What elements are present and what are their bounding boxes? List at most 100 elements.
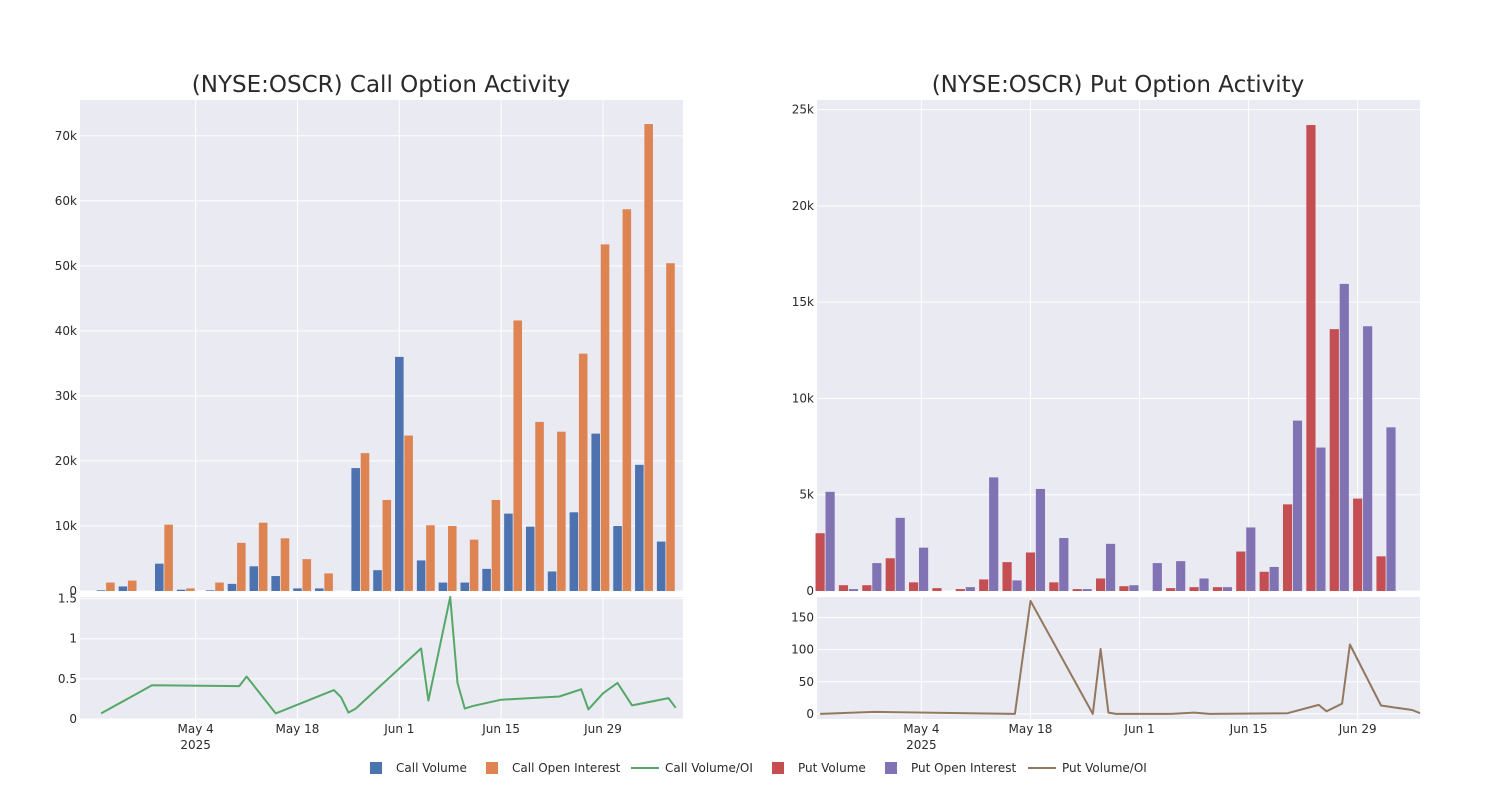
call-bar-volume xyxy=(118,586,128,591)
call-x-tick-label: Jun 29 xyxy=(583,722,622,736)
call-y-tick-label: 60k xyxy=(55,194,77,208)
put-bar-volume xyxy=(838,585,849,591)
put-y-tick-label: 5k xyxy=(799,488,814,502)
put-bar-volume xyxy=(932,588,942,591)
call-x-tick-label: Jun 15 xyxy=(481,722,520,736)
put-x-tick-label: May 18 xyxy=(1009,722,1053,736)
call-bar-open-interest xyxy=(127,580,137,591)
put-bar-open-interest xyxy=(1059,538,1069,591)
put-bar-open-interest xyxy=(1269,566,1279,591)
call-ratio-y-tick-label: 1.5 xyxy=(58,592,77,606)
put-plot-background xyxy=(817,100,1420,591)
legend-label-call_ratio: Call Volume/OI xyxy=(665,761,753,775)
call-x-tick-label: Jun 1 xyxy=(383,722,414,736)
put-bar-volume xyxy=(1189,587,1199,591)
call-ratio-line xyxy=(100,596,677,715)
call-bar-open-interest xyxy=(382,499,392,591)
call-bar-volume xyxy=(656,541,666,591)
put-bar-open-interest xyxy=(1129,585,1139,591)
legend-label-put_oi: Put Open Interest xyxy=(911,761,1017,775)
put-bar-open-interest xyxy=(1152,563,1162,591)
put-bar-volume xyxy=(1236,551,1246,591)
put-ratio-y-tick-label: 150 xyxy=(791,611,814,625)
call-y-tick-label: 0 xyxy=(69,584,77,598)
put-bar-open-interest xyxy=(895,517,905,591)
put-bar-open-interest xyxy=(1246,527,1256,591)
put-bar-open-interest xyxy=(1082,589,1092,591)
legend-label-call_volume: Call Volume xyxy=(396,761,467,775)
put-bar-open-interest xyxy=(825,491,835,591)
legend-swatch-put_volume xyxy=(772,762,784,774)
put-y-tick-label: 25k xyxy=(792,103,814,117)
put-x-tick-label: Jun 29 xyxy=(1338,722,1377,736)
put-bar-open-interest xyxy=(1176,561,1186,591)
legend-swatch-put_oi xyxy=(885,762,897,774)
call-bar-volume xyxy=(416,560,426,591)
call-bar-volume xyxy=(176,589,186,591)
put-bar-open-interest xyxy=(1199,578,1209,591)
call-y-tick-label: 50k xyxy=(55,259,77,273)
call-bar-open-interest xyxy=(360,453,370,591)
put-bar-volume xyxy=(1329,329,1339,591)
call-bar-open-interest xyxy=(491,499,501,591)
call-bar-volume xyxy=(569,512,579,591)
call-bar-volume xyxy=(635,464,644,591)
put-ratio-y-tick-label: 100 xyxy=(791,643,814,657)
call-bar-volume xyxy=(249,566,259,591)
put-bar-volume xyxy=(1259,571,1269,591)
put-bar-volume xyxy=(979,579,989,591)
call-bar-volume xyxy=(205,590,215,591)
put-bar-volume xyxy=(885,558,895,591)
put-x-tick-label: Jun 15 xyxy=(1229,722,1268,736)
put-bar-volume xyxy=(1072,589,1082,591)
call-bar-open-interest xyxy=(324,573,333,591)
call-bar-volume xyxy=(525,526,535,591)
call-bar-open-interest xyxy=(426,525,435,591)
call-y-tick-label: 70k xyxy=(55,129,77,143)
call-bar-open-interest xyxy=(106,582,115,591)
call-bar-open-interest xyxy=(469,539,479,591)
legend-label-put_volume: Put Volume xyxy=(798,761,866,775)
call-bar-volume xyxy=(96,590,106,591)
put-bar-open-interest xyxy=(848,589,859,591)
call-bar-open-interest xyxy=(280,538,290,591)
call-bar-open-interest xyxy=(600,244,610,591)
call-bar-open-interest xyxy=(237,542,246,591)
call-ratio-y-tick-label: 1 xyxy=(69,632,77,646)
call-bar-volume xyxy=(271,576,280,591)
put-bar-open-interest xyxy=(1339,283,1349,591)
call-bar-volume xyxy=(613,525,622,591)
put-x-tick-year: 2025 xyxy=(906,738,937,752)
call-bar-open-interest xyxy=(622,209,632,592)
put-bar-volume xyxy=(955,589,965,591)
put-ratio-background xyxy=(817,597,1420,719)
call-ratio-y-tick-label: 0.5 xyxy=(58,672,77,686)
put-bar-volume xyxy=(1212,587,1223,591)
call-bar-open-interest xyxy=(164,524,173,591)
put-bar-volume xyxy=(1353,498,1363,591)
call-bar-open-interest xyxy=(258,522,268,591)
call-bar-volume xyxy=(591,433,600,591)
put-y-tick-label: 0 xyxy=(806,584,814,598)
put-bar-volume xyxy=(1095,578,1106,591)
call-bar-volume xyxy=(504,513,513,591)
call-bar-volume xyxy=(293,588,302,591)
put-bar-volume xyxy=(1166,588,1176,591)
put-bar-volume xyxy=(909,582,919,591)
call-bar-volume xyxy=(315,588,324,591)
call-bar-volume xyxy=(460,582,470,591)
put-bar-open-interest xyxy=(1035,488,1046,591)
put-bar-volume xyxy=(815,533,825,591)
call-ratio-plot: 0 0.5 1 1.5 xyxy=(58,592,683,726)
call-y-tick-label: 10k xyxy=(55,519,77,533)
put-x-axis: May 4 2025 May 18 Jun 1 Jun 15 Jun 29 xyxy=(903,722,1376,752)
call-bar-volume xyxy=(547,571,557,591)
put-bar-volume xyxy=(1376,556,1386,591)
call-chart-title: (NYSE:OSCR) Call Option Activity xyxy=(192,72,570,98)
put-ratio-plot: 0 50 100 150 xyxy=(791,597,1421,721)
call-y-tick-label: 30k xyxy=(55,389,77,403)
call-bar-open-interest xyxy=(578,353,588,591)
legend: Call Volume Call Open Interest Call Volume… xyxy=(370,761,1147,775)
call-bar-volume xyxy=(482,568,491,591)
